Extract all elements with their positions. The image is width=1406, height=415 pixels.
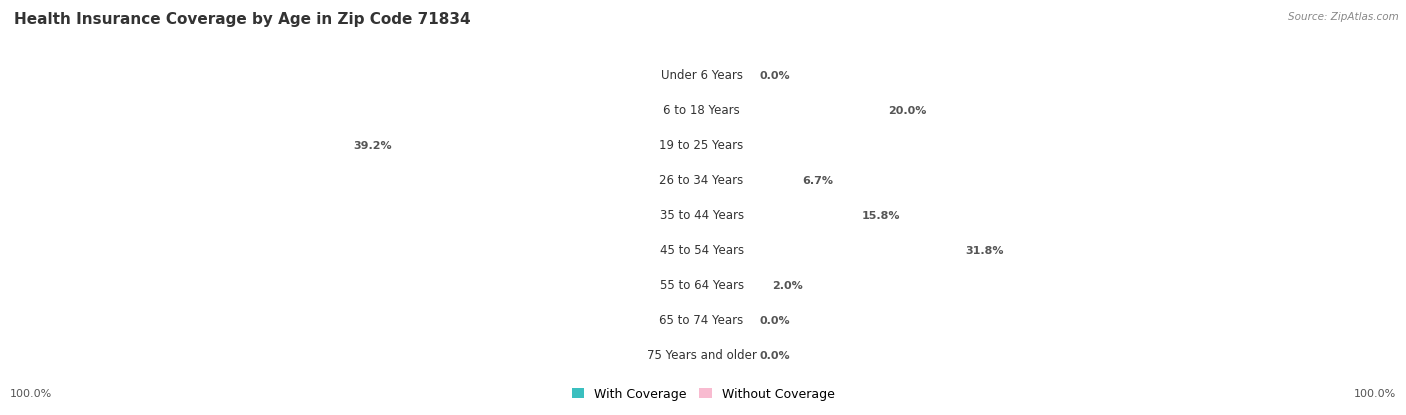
Text: 100.0%: 100.0% (21, 316, 67, 326)
Text: 100.0%: 100.0% (10, 389, 52, 399)
Text: 84.2%: 84.2% (122, 211, 162, 221)
Text: 45 to 54 Years: 45 to 54 Years (659, 244, 744, 257)
Text: 39.2%: 39.2% (353, 141, 391, 151)
Text: 100.0%: 100.0% (1354, 389, 1396, 399)
Text: 6.7%: 6.7% (803, 176, 834, 186)
Text: 75 Years and older: 75 Years and older (647, 349, 756, 362)
Text: Under 6 Years: Under 6 Years (661, 69, 742, 82)
Text: Source: ZipAtlas.com: Source: ZipAtlas.com (1288, 12, 1399, 22)
Text: 100.0%: 100.0% (21, 71, 67, 81)
Text: 93.3%: 93.3% (65, 176, 103, 186)
Text: 55 to 64 Years: 55 to 64 Years (659, 279, 744, 293)
Text: 68.2%: 68.2% (226, 246, 264, 256)
Text: Health Insurance Coverage by Age in Zip Code 71834: Health Insurance Coverage by Age in Zip … (14, 12, 471, 27)
Text: 20.0%: 20.0% (889, 106, 927, 116)
Legend: With Coverage, Without Coverage: With Coverage, Without Coverage (567, 383, 839, 406)
Text: 0.0%: 0.0% (759, 351, 790, 361)
Text: 6 to 18 Years: 6 to 18 Years (664, 104, 740, 117)
Text: 2.0%: 2.0% (772, 281, 803, 291)
Text: 60.8%: 60.8% (1099, 141, 1139, 151)
Text: 15.8%: 15.8% (862, 211, 900, 221)
Text: 19 to 25 Years: 19 to 25 Years (659, 139, 744, 152)
Text: 98.0%: 98.0% (34, 281, 73, 291)
Text: 0.0%: 0.0% (759, 71, 790, 81)
Text: 80.0%: 80.0% (150, 106, 188, 116)
Text: 35 to 44 Years: 35 to 44 Years (659, 209, 744, 222)
Text: 65 to 74 Years: 65 to 74 Years (659, 315, 744, 327)
Text: 100.0%: 100.0% (21, 351, 67, 361)
Text: 31.8%: 31.8% (965, 246, 1004, 256)
Text: 0.0%: 0.0% (759, 316, 790, 326)
Text: 26 to 34 Years: 26 to 34 Years (659, 174, 744, 187)
